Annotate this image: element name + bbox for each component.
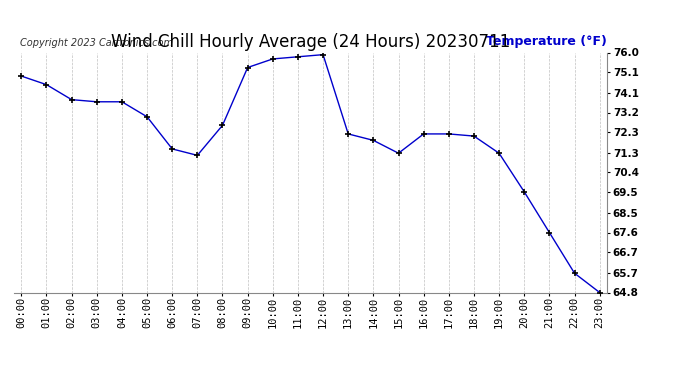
Text: Temperature (°F): Temperature (°F)	[486, 35, 607, 48]
Text: Copyright 2023 Cartronics.com: Copyright 2023 Cartronics.com	[20, 38, 172, 48]
Title: Wind Chill Hourly Average (24 Hours) 20230711: Wind Chill Hourly Average (24 Hours) 202…	[111, 33, 510, 51]
